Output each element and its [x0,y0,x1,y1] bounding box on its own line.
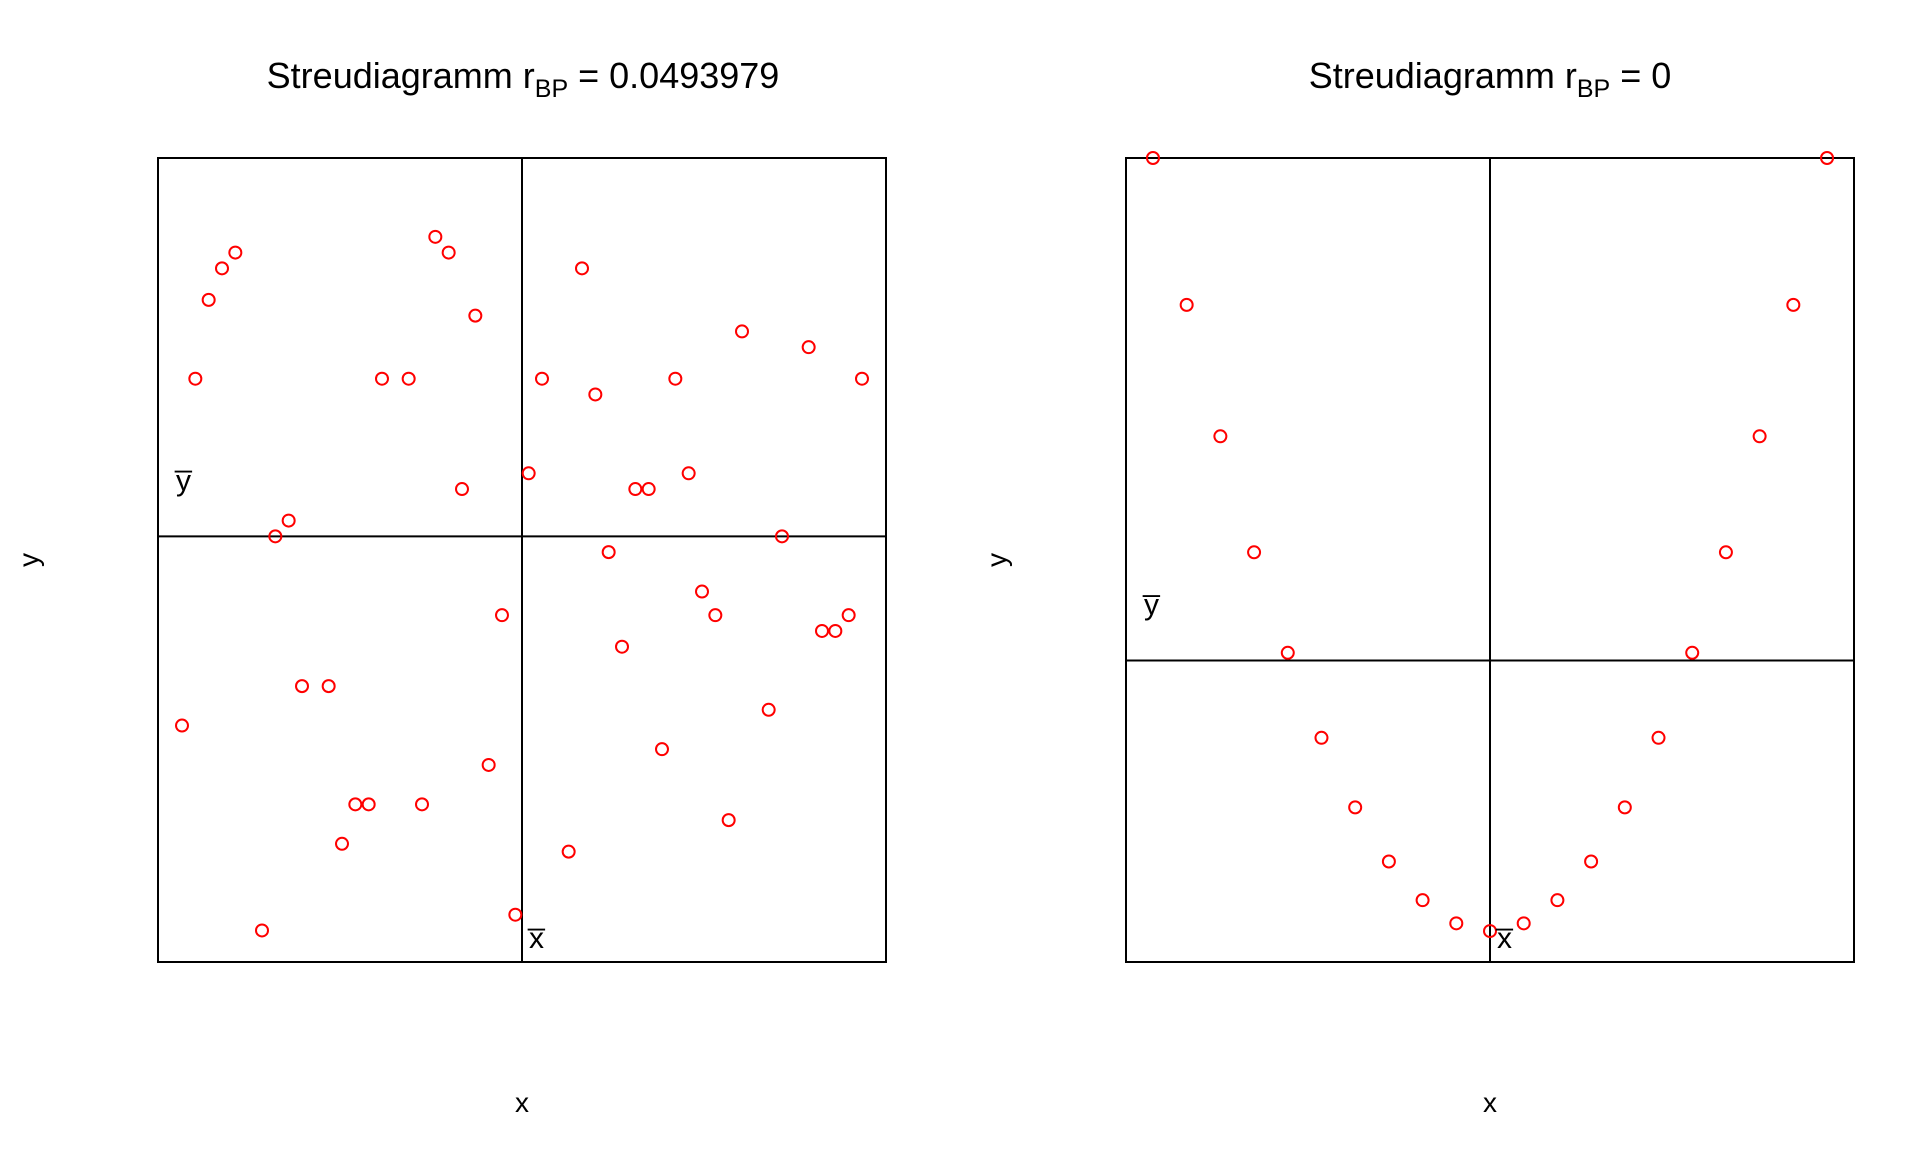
data-point-left [561,844,576,859]
data-point-right [1617,800,1632,815]
data-point-left [521,466,536,481]
data-point-left [335,836,349,851]
data-point-left [361,797,376,812]
data-point-left [228,245,243,260]
data-point-right [1550,893,1565,908]
data-point-left [641,482,656,497]
data-point-right [1820,151,1835,165]
data-point-left [188,371,203,386]
mean-x-label-left: x̅ [527,922,545,955]
data-point-right [1584,854,1599,869]
data-point-right [1179,297,1194,312]
data-point-left [695,584,709,599]
data-point-left [348,797,363,812]
data-point-left [761,702,776,717]
title-main-right: Streudiagramm r [1309,55,1577,96]
data-point-left [481,757,496,772]
data-point-right [1280,645,1295,660]
data-point-left [815,623,829,638]
title-subscript-right: BP [1577,75,1610,103]
data-point-left [735,324,749,339]
data-point-right [1651,730,1666,745]
data-point-right [1752,429,1767,444]
title-main-left: Streudiagramm r [267,55,535,96]
points-left [175,229,869,938]
data-point-left [201,292,216,307]
data-point-left [415,797,429,812]
data-point-left [175,718,189,733]
y-axis-label-left: y [13,553,44,567]
data-point-left [441,245,456,260]
mean-y-label-left: y̅ [174,464,192,497]
data-point-left [601,545,616,560]
data-point-left [628,482,643,497]
data-point-right [1449,916,1464,931]
x-axis-label-left: x [515,1087,529,1118]
data-point-left [855,371,869,386]
y-axis-label-right: y [981,553,1012,567]
data-point-left [655,742,669,757]
data-point-left [575,261,589,276]
data-point-left [668,371,683,386]
data-point-right [1348,800,1363,815]
data-point-right [1145,151,1160,165]
data-point-left [281,513,296,528]
data-point-left [401,371,416,386]
chart-title-left: Streudiagramm rBP = 0.0493979 [267,55,780,103]
chart-title-right: Streudiagramm rBP = 0 [1309,55,1672,103]
title-equation-right: = 0 [1610,55,1671,96]
data-point-left [255,923,269,938]
data-point-left [535,371,549,386]
title-subscript-left: BP [535,75,568,103]
data-point-left [775,529,789,544]
data-point-left [801,340,816,355]
data-point-left [268,529,283,544]
data-point-right [1213,429,1228,444]
data-point-left [495,608,509,623]
data-point-left [215,261,229,276]
data-point-left [455,482,469,497]
scatter-panel-left: Streudiagramm rBP = 0.0493979 x̅ y̅ x y [13,55,887,1118]
scatter-panel-right: Streudiagramm rBP = 0 x̅ y̅ x y [981,55,1855,1118]
title-equation-left: = 0.0493979 [568,55,779,96]
data-point-right [1381,854,1396,869]
data-point-right [1516,916,1531,931]
data-point-left [841,608,856,623]
data-point-left [321,679,336,694]
data-point-left [375,371,389,386]
data-point-left [468,308,483,323]
data-point-right [1314,730,1329,745]
data-point-left [615,639,629,654]
data-point-right [1786,297,1801,312]
data-point-right [1685,645,1700,660]
data-point-left [828,623,843,638]
mean-x-label-right: x̅ [1495,922,1513,955]
data-point-left [508,907,523,922]
data-point-left [681,466,696,481]
data-point-right [1415,893,1430,908]
data-point-right [1247,545,1262,560]
data-point-right [1483,924,1497,939]
data-point-left [295,679,309,694]
x-axis-label-right: x [1483,1087,1497,1118]
data-point-left [428,229,443,244]
data-point-left [708,608,723,623]
data-point-left [588,387,603,402]
data-point-right [1718,545,1733,560]
data-point-left [721,813,736,828]
points-right [1145,151,1835,939]
mean-y-label-right: y̅ [1142,589,1160,622]
